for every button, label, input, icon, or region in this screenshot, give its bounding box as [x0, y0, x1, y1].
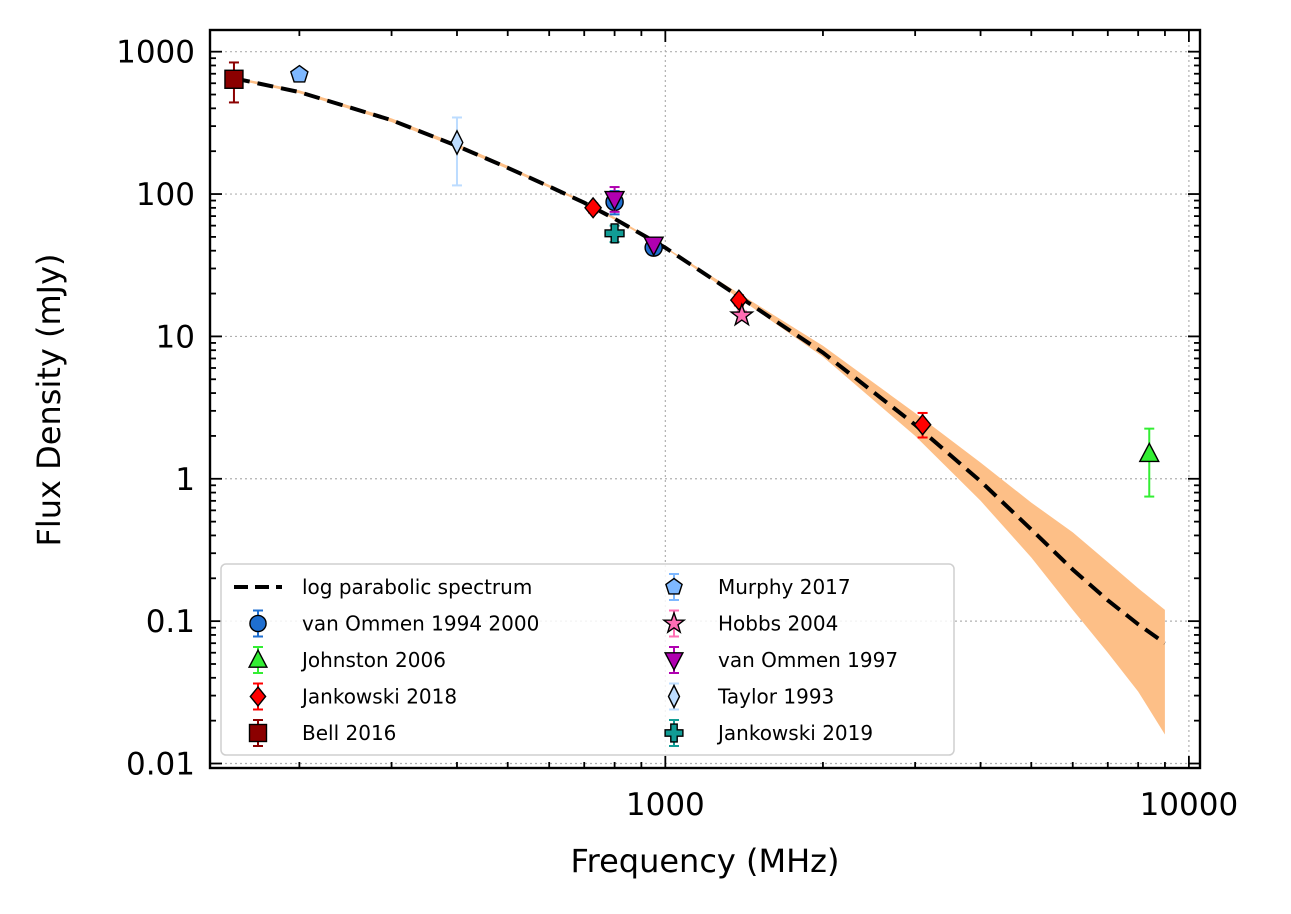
data-point: [224, 69, 244, 89]
data-point: [913, 413, 932, 436]
legend-entry-johnston-2006: Johnston 2006: [247, 646, 446, 674]
legend-entry-bell-2016: Bell 2016: [248, 719, 396, 747]
series-jankowski-2019: [604, 223, 625, 244]
data-point: [729, 302, 755, 327]
series-johnston-2006: [1138, 427, 1160, 498]
legend-marker: [248, 723, 268, 743]
x-tick-label: 10000: [1140, 787, 1239, 823]
legend-marker: [667, 683, 681, 710]
legend-label: Taylor 1993: [717, 685, 834, 709]
legend-label: Hobbs 2004: [718, 612, 838, 636]
legend-marker: [663, 652, 685, 672]
model-curve: [233, 76, 1167, 645]
y-tick-label: 100: [136, 177, 195, 213]
legend-entry-jankowski-2019: Jankowski 2019: [664, 719, 873, 747]
legend-marker: [247, 648, 269, 668]
tick-labels: 1000 10000 1000 100 10 1 0.1 0.01: [116, 35, 1238, 823]
legend-entry-jankowski-2018: Jankowski 2018: [249, 682, 457, 711]
legend: log parabolic spectrum van Ommen 1994 200…: [220, 563, 955, 756]
data-point: [643, 236, 665, 257]
y-tick-label: 0.1: [146, 604, 195, 640]
legend-marker: [665, 577, 683, 595]
legend-entry-murphy-2017: Murphy 2017: [665, 573, 851, 601]
data-point: [450, 129, 464, 156]
legend-entry-van-ommen-1997: van Ommen 1997: [663, 646, 898, 674]
legend-label: van Ommen 1994 2000: [302, 612, 539, 636]
series-bell-2016: [224, 61, 244, 104]
legend-entry-taylor-1993: Taylor 1993: [667, 682, 834, 711]
data-point: [1138, 441, 1160, 463]
legend-box: [220, 563, 955, 756]
legend-marker: [661, 610, 687, 634]
y-tick-label: 1: [175, 462, 195, 498]
error-bar: [1144, 427, 1155, 498]
series-murphy-2017: [289, 64, 309, 83]
legend-label: Bell 2016: [302, 721, 396, 745]
model-line: [233, 76, 1167, 645]
legend-label: log parabolic spectrum: [302, 575, 532, 599]
legend-entry-log-parabolic-spectrum: log parabolic spectrum: [234, 575, 532, 599]
series-hobbs-2004: [729, 302, 755, 327]
legend-marker: [249, 685, 267, 708]
legend-label: Jankowski 2018: [300, 685, 457, 709]
data-point: [289, 64, 309, 83]
legend-label: Jankowski 2019: [716, 721, 873, 745]
y-axis-label: Flux Density (mJy): [30, 253, 68, 546]
data-point: [729, 289, 748, 312]
data-point: [604, 223, 625, 244]
data-point: [603, 190, 626, 212]
y-tick-label: 0.01: [126, 747, 195, 783]
axis-ticks: [210, 30, 1200, 768]
legend-entry-van-ommen-1994-2000: van Ommen 1994 2000: [249, 609, 539, 638]
x-tick-label: 1000: [626, 787, 705, 823]
legend-label: Johnston 2006: [300, 648, 446, 672]
legend-marker: [249, 614, 267, 633]
legend-label: Murphy 2017: [718, 575, 851, 599]
series-jankowski-2018: [584, 196, 932, 439]
legend-entry-hobbs-2004: Hobbs 2004: [661, 609, 838, 638]
legend-label: van Ommen 1997: [718, 648, 898, 672]
series-taylor-1993: [450, 116, 464, 187]
y-tick-label: 1000: [116, 35, 195, 71]
plot-frame: [208, 28, 1202, 770]
legend-marker: [664, 723, 684, 743]
data-points: [224, 61, 1160, 498]
y-tick-label: 10: [156, 319, 195, 355]
x-axis-label: Frequency (MHz): [571, 842, 840, 880]
series-van-ommen-1997: [603, 186, 665, 257]
data-point: [584, 196, 603, 219]
